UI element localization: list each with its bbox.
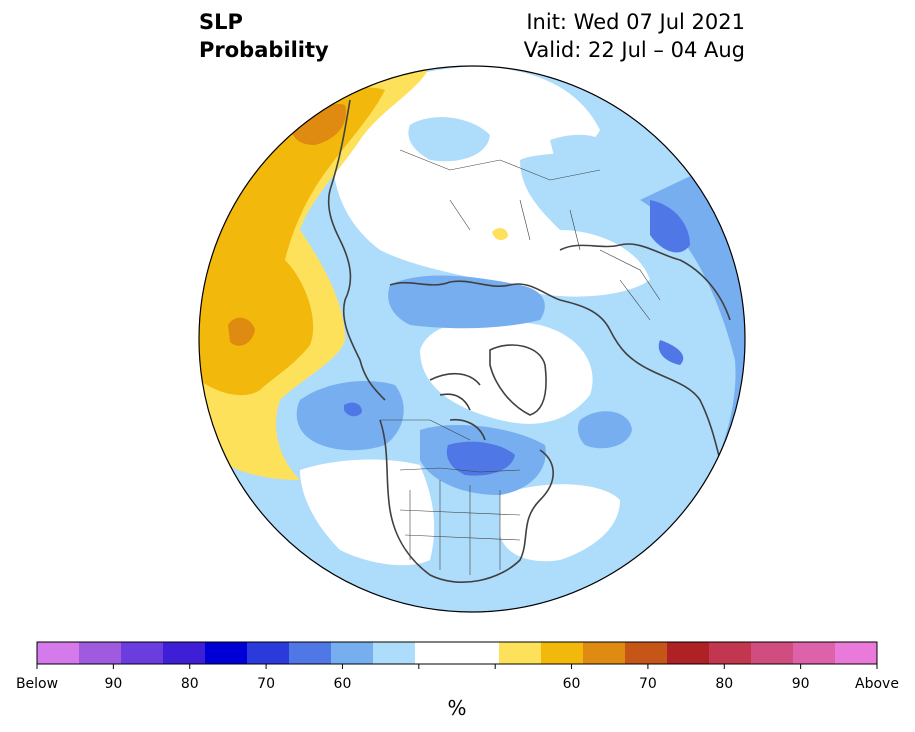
colorbar-ticks: Below 90 80 70 60 60 70 80 90 Above — [16, 664, 899, 692]
below-65-atlantic — [577, 411, 632, 449]
globe-border — [198, 65, 746, 613]
product-title: Probability — [199, 38, 329, 62]
colorbar-swatch — [793, 642, 836, 664]
above-70-pacific-north — [291, 103, 346, 145]
colorbar-tick-label: 70 — [639, 676, 657, 692]
near-normal-arctic — [420, 320, 593, 424]
near-normal-north — [332, 66, 650, 297]
colorbar-swatch — [667, 642, 710, 664]
coastlines — [327, 99, 731, 583]
colorbar-swatch — [205, 642, 248, 664]
title-left: SLP Probability — [199, 8, 329, 64]
colorbar-swatch — [751, 642, 794, 664]
colorbar-frame — [36, 641, 878, 665]
colorbar-swatch — [37, 642, 80, 664]
colorbar-tick-label: 70 — [257, 676, 275, 692]
colorbar-swatch — [499, 642, 542, 664]
colorbar-unit-label: % — [447, 696, 466, 720]
colorbar-swatch — [163, 642, 206, 664]
near-normal-atlantic — [500, 484, 620, 562]
colorbar-tick-label: 60 — [334, 676, 352, 692]
below-70-east-patch — [650, 200, 690, 253]
colorbar-swatch — [625, 642, 668, 664]
init-date: Init: Wed 07 Jul 2021 — [526, 10, 745, 34]
political-borders — [380, 149, 661, 575]
below-70-alaska — [344, 402, 362, 417]
colorbar-swatch — [415, 642, 458, 664]
colorbar-tick-label: Below — [16, 676, 58, 692]
colorbar-tick-label: 80 — [715, 676, 733, 692]
colorbar-tick-label: 90 — [104, 676, 122, 692]
below-70-hudson — [446, 441, 515, 476]
below-70-east-patch-2 — [658, 340, 684, 365]
probability-field — [199, 66, 745, 612]
colorbar-tick-label: Above — [855, 676, 899, 692]
colorbar-tick-label: 60 — [563, 676, 581, 692]
below-60-patch-north — [408, 117, 490, 162]
valid-period: Valid: 22 Jul – 04 Aug — [523, 38, 745, 62]
below-60-patch-ne — [550, 134, 610, 165]
title-right: Init: Wed 07 Jul 2021 Valid: 22 Jul – 04… — [524, 8, 745, 64]
colorbar-swatches — [37, 642, 878, 664]
above-60-siberia — [492, 228, 508, 241]
near-normal-north-america — [300, 459, 435, 566]
colorbar-swatch — [331, 642, 374, 664]
colorbar-swatch — [709, 642, 752, 664]
colorbar-swatch — [247, 642, 290, 664]
colorbar-swatch — [457, 642, 500, 664]
colorbar-swatch — [79, 642, 122, 664]
colorbar-swatch — [373, 642, 416, 664]
colorbar-swatch — [541, 642, 584, 664]
colorbar-swatch — [121, 642, 164, 664]
colorbar-tick-label: 90 — [792, 676, 810, 692]
below-65-arctic-band — [388, 275, 545, 329]
colorbar-swatch — [289, 642, 332, 664]
colorbar-tick-label: 80 — [181, 676, 199, 692]
variable-title: SLP — [199, 10, 243, 34]
colorbar-swatch — [835, 642, 878, 664]
colorbar-swatch — [583, 642, 626, 664]
above-70-pacific-south — [228, 317, 255, 346]
